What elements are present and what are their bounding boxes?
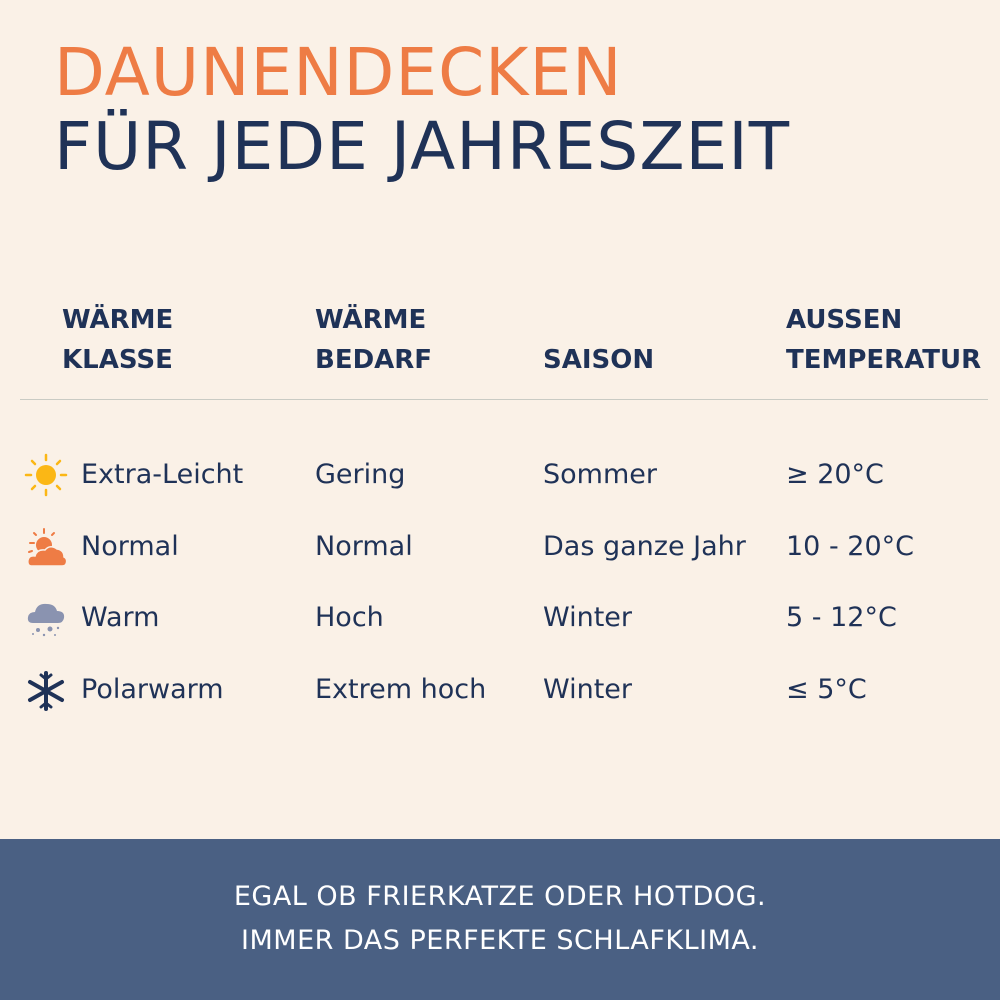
row-4-bedarf: Extrem hoch	[315, 674, 487, 705]
row-1-klasse: Extra-Leicht	[81, 459, 244, 490]
title-line-1: DAUNENDECKEN	[54, 34, 623, 111]
header-saison: SAISON	[543, 340, 654, 380]
row-4-saison: Winter	[543, 674, 633, 705]
sun-icon	[24, 453, 68, 497]
row-1-saison: Sommer	[543, 459, 657, 490]
header-line: KLASSE	[62, 345, 173, 375]
row-1-temperatur: ≥ 20°C	[786, 459, 884, 490]
sun-behind-cloud-icon	[27, 528, 68, 567]
row-4-klasse: Polarwarm	[81, 674, 224, 705]
header-line: WÄRME	[315, 305, 427, 335]
row-3-saison: Winter	[543, 602, 633, 633]
header-line: BEDARF	[315, 345, 433, 375]
header-line: SAISON	[543, 345, 655, 375]
header-aussen-temperatur: AUSSEN TEMPERATUR	[786, 300, 981, 380]
footer-banner: EGAL OB FRIERKATZE ODER HOTDOG. IMMER DA…	[0, 839, 1000, 1000]
snow-cloud-icon	[27, 603, 65, 637]
row-2-saison: Das ganze Jahr	[543, 531, 746, 562]
header-waerme-bedarf: WÄRME BEDARF	[315, 300, 432, 380]
footer-line-2: IMMER DAS PERFEKTE SCHLAFKLIMA.	[241, 925, 759, 956]
row-3-temperatur: 5 - 12°C	[786, 602, 897, 633]
footer-line-1: EGAL OB FRIERKATZE ODER HOTDOG.	[233, 881, 767, 912]
row-2-bedarf: Normal	[315, 531, 413, 562]
row-3-bedarf: Hoch	[315, 602, 384, 633]
row-3-klasse: Warm	[81, 602, 160, 633]
row-1-bedarf: Gering	[315, 459, 406, 490]
title-line-2: FÜR JEDE JAHRESZEIT	[54, 108, 791, 185]
header-line: WÄRME	[62, 305, 174, 335]
row-2-temperatur: 10 - 20°C	[786, 531, 914, 562]
row-4-temperatur: ≤ 5°C	[786, 674, 867, 705]
row-2-klasse: Normal	[81, 531, 179, 562]
header-line: TEMPERATUR	[786, 345, 982, 375]
snowflake-icon	[28, 671, 64, 711]
header-waerme-klasse: WÄRME KLASSE	[62, 300, 173, 380]
header-divider	[20, 399, 988, 400]
header-line: AUSSEN	[786, 305, 903, 335]
